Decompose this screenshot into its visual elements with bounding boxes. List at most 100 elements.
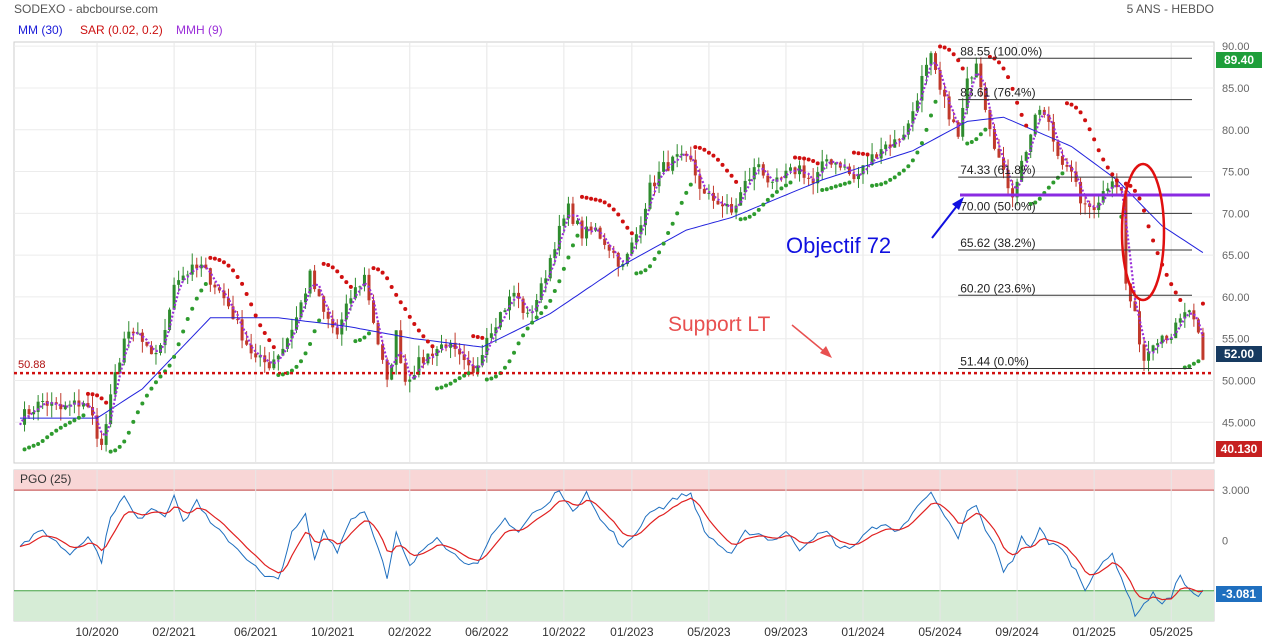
sar-dot: [779, 186, 784, 191]
candle-body: [485, 337, 489, 356]
sar-dot: [398, 300, 403, 305]
sar-dot: [31, 443, 36, 448]
sar-dot: [1015, 100, 1020, 105]
candle-body: [440, 344, 444, 350]
sar-dot: [598, 198, 603, 203]
candle-body: [616, 252, 620, 267]
candle-body: [435, 349, 439, 357]
legend-mm30[interactable]: MM (30): [18, 23, 63, 37]
candle-body: [299, 302, 303, 318]
sar-dot: [326, 262, 331, 267]
x-tick-label: 09/2023: [764, 625, 808, 639]
fib-label: 70.00 (50.0%): [960, 199, 1035, 213]
candle-body: [172, 284, 176, 310]
candle-body: [381, 344, 385, 360]
pgo-legend[interactable]: PGO (25): [20, 472, 72, 486]
sar-dot: [131, 419, 136, 424]
sar-dot: [135, 410, 140, 415]
candle-body: [675, 154, 679, 157]
sar-dot: [607, 203, 612, 208]
candle-body: [512, 292, 516, 297]
y-tick-label: 45.000: [1222, 417, 1256, 429]
candle-body: [1079, 181, 1083, 204]
candle-body: [254, 353, 258, 358]
sar-dot: [312, 329, 317, 334]
candle-body: [734, 205, 738, 213]
sar-dot: [1010, 86, 1015, 91]
y-tick-label: 80.00: [1222, 125, 1250, 137]
candle-body: [911, 111, 915, 124]
sar-dot: [811, 159, 816, 164]
candle-body: [181, 275, 185, 281]
candle-body: [1015, 181, 1019, 198]
candle-body: [294, 317, 298, 330]
sar-dot: [743, 216, 748, 221]
sar-dot: [643, 268, 648, 273]
candle-body: [634, 234, 638, 243]
sar-dot: [938, 44, 943, 49]
candle-body: [739, 192, 743, 206]
candle-body: [553, 249, 557, 259]
candle-body: [344, 303, 348, 320]
sar-dot: [430, 344, 435, 349]
candle-body: [1051, 121, 1055, 142]
candle-body: [562, 218, 566, 226]
legend-sar[interactable]: SAR (0.02, 0.2): [80, 23, 163, 37]
candle-body: [145, 341, 149, 346]
candle-body: [580, 220, 584, 239]
candle-body: [557, 225, 561, 250]
sar-dot: [104, 400, 109, 405]
legend-mmh9[interactable]: MMH (9): [176, 23, 223, 37]
sar-dot: [194, 296, 199, 301]
sar-dot: [1191, 361, 1196, 366]
candles: [23, 51, 1205, 452]
sar-dot: [1024, 123, 1029, 128]
candle-body: [847, 166, 851, 175]
candle-body: [1133, 301, 1137, 312]
candle-body: [36, 401, 40, 412]
sar-dot: [58, 425, 63, 430]
candle-body: [829, 159, 833, 165]
sar-dot: [996, 60, 1001, 65]
sar-dot: [693, 145, 698, 150]
candle-body: [362, 274, 366, 287]
sar-dot: [611, 207, 616, 212]
support-arrow-head: [820, 346, 832, 358]
candle-body: [766, 175, 770, 183]
candle-body: [1196, 319, 1200, 333]
candle-body: [875, 154, 879, 159]
candle-body: [86, 403, 90, 407]
sar-dot: [675, 211, 680, 216]
sar-dot: [815, 161, 820, 166]
candle-body: [63, 405, 67, 410]
sar-dot: [480, 335, 485, 340]
sar-dot: [924, 127, 929, 132]
sar-dot: [734, 179, 739, 184]
candle-body: [245, 340, 249, 345]
candle-body: [770, 181, 774, 183]
mm30-line: [20, 116, 1204, 419]
sar-dot: [122, 439, 127, 444]
sar-dot: [530, 320, 535, 325]
sar-dot: [434, 386, 439, 391]
candle-body: [421, 357, 425, 364]
candle-body: [190, 264, 194, 275]
pgo-oversold-zone: [14, 590, 1214, 621]
low-value-tag: 40.130: [1221, 442, 1258, 456]
sar-dot: [321, 261, 326, 266]
sar-dot: [974, 137, 979, 142]
sar-dot: [303, 351, 308, 356]
candle-body: [1006, 169, 1010, 189]
sar-dot: [774, 189, 779, 194]
candle-body: [1020, 160, 1024, 182]
sar-dot: [253, 313, 258, 318]
pgo-last-value-tag: -3.081: [1222, 587, 1256, 601]
candle-body: [752, 167, 756, 180]
sar-dot: [593, 197, 598, 202]
sar-dot: [933, 99, 938, 104]
candle-body: [643, 208, 647, 226]
sar-dot: [1006, 75, 1011, 80]
sar-dot: [389, 284, 394, 289]
sar-dot: [783, 183, 788, 188]
sar-dot: [919, 141, 924, 146]
